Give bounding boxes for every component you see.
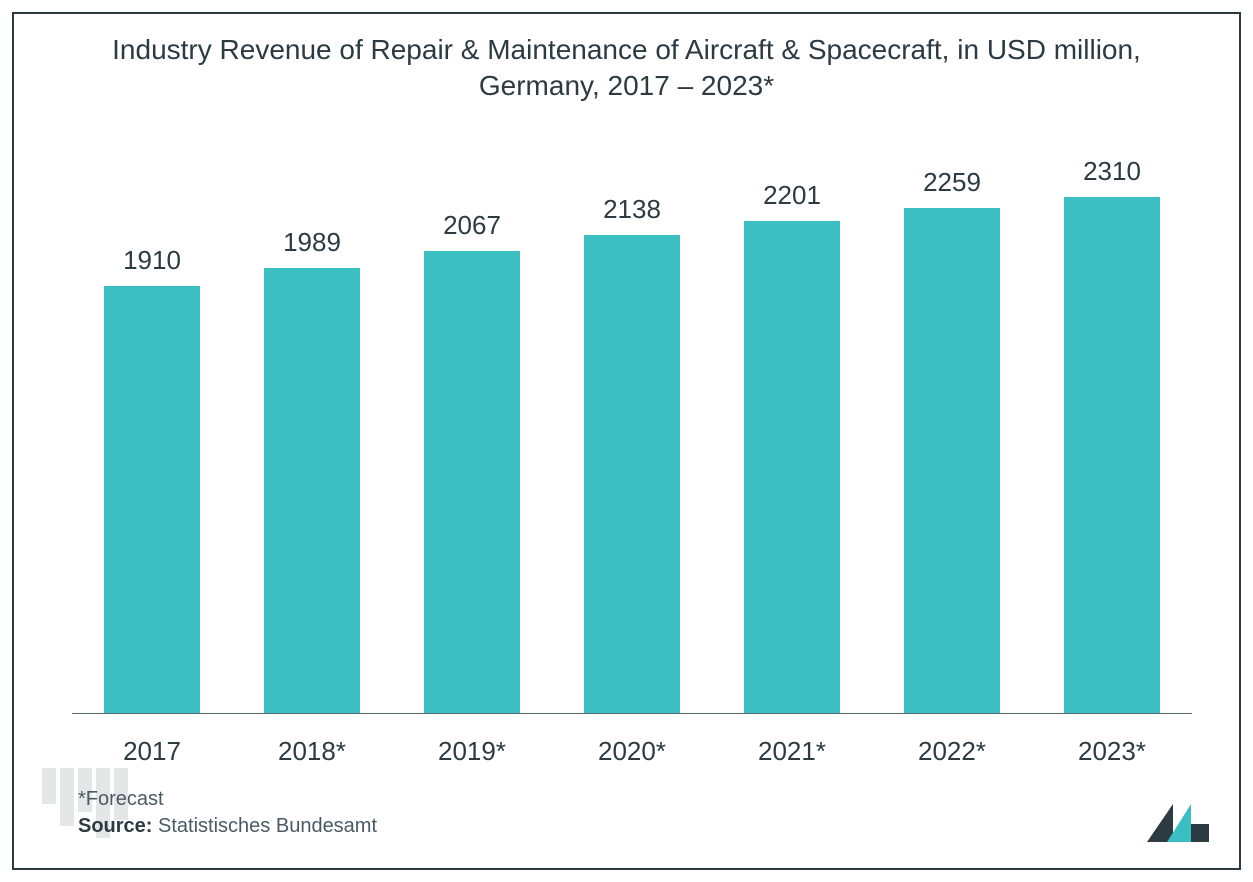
forecast-note: *Forecast [78,786,377,813]
source-label: Source: [78,815,152,837]
watermark-bar [42,768,56,804]
bar-rect [264,268,360,714]
bar-value-label: 1989 [283,227,341,258]
bar-value-label: 1910 [123,245,181,276]
bar-value-label: 2138 [603,194,661,225]
bar-slot: 2259 [872,167,1032,714]
bar-rect [744,221,840,714]
bar-slot: 2201 [712,180,872,714]
source-value: Statistisches Bundesamt [158,815,377,837]
logo-square [1191,824,1209,842]
bar-slot: 2310 [1032,156,1192,714]
bar-value-label: 2067 [443,210,501,241]
bar-value-label: 2201 [763,180,821,211]
x-axis-label: 2021* [712,724,872,774]
x-axis-label: 2018* [232,724,392,774]
x-axis-label: 2017 [72,724,232,774]
bar-rect [1064,197,1160,714]
x-axis-label: 2022* [872,724,1032,774]
bar-value-label: 2259 [923,167,981,198]
bar-slot: 2138 [552,194,712,714]
x-axis-labels: 2017 2018* 2019* 2020* 2021* 2022* 2023* [72,724,1192,774]
logo-triangle-accent [1167,804,1191,842]
bar-slot: 2067 [392,210,552,714]
footnotes: *Forecast Source: Statistisches Bundesam… [78,786,377,840]
bar-slot: 1910 [72,245,232,714]
bar-rect [424,251,520,714]
chart-title: Industry Revenue of Repair & Maintenance… [14,14,1239,105]
x-axis-label: 2019* [392,724,552,774]
chart-frame: Industry Revenue of Repair & Maintenance… [12,12,1241,870]
x-axis-baseline [72,713,1192,714]
watermark-bar [60,768,74,826]
bar-value-label: 2310 [1083,156,1141,187]
source-note: Source: Statistisches Bundesamt [78,813,377,840]
x-axis-label: 2020* [552,724,712,774]
bar-rect [104,286,200,714]
bars-container: 1910 1989 2067 2138 2201 2259 [72,154,1192,714]
brand-logo-icon [1147,804,1209,842]
bar-rect [904,208,1000,714]
bar-rect [584,235,680,714]
x-axis-label: 2023* [1032,724,1192,774]
plot-area: 1910 1989 2067 2138 2201 2259 [72,134,1192,774]
bar-slot: 1989 [232,227,392,714]
